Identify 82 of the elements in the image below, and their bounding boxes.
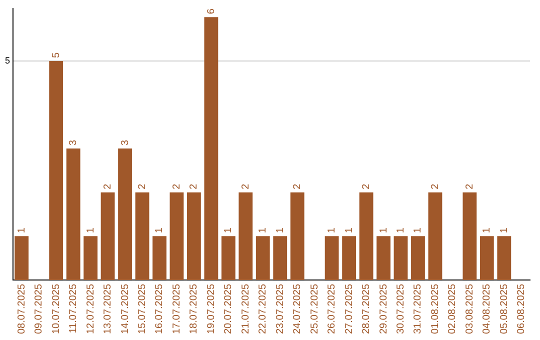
bar <box>273 236 288 280</box>
x-tick-label: 16.07.2025 <box>154 284 166 334</box>
bar <box>394 236 408 280</box>
x-tick-label: 06.08.2025 <box>516 284 528 334</box>
x-tick-label: 29.07.2025 <box>378 284 390 334</box>
data-label: 6 <box>206 8 217 14</box>
bar <box>462 192 477 280</box>
data-label: 3 <box>68 140 80 146</box>
data-label: 1 <box>326 227 338 234</box>
x-tick-label: 31.07.2025 <box>412 284 424 334</box>
x-tick-label: 23.07.2025 <box>274 284 286 334</box>
bar <box>84 236 98 280</box>
bar <box>135 192 150 280</box>
x-tick-label: 14.07.2025 <box>120 284 131 334</box>
x-tick-label: 12.07.2025 <box>85 284 96 334</box>
x-tick-label: 10.07.2025 <box>50 284 62 334</box>
bar <box>238 192 253 280</box>
x-tick-label: 03.08.2025 <box>464 284 476 334</box>
data-label: 1 <box>223 227 234 234</box>
x-tick-label: 01.08.2025 <box>430 284 441 334</box>
x-tick-label: 22.07.2025 <box>258 284 269 334</box>
x-tick-label: 08.07.2025 <box>16 284 28 334</box>
x-tick-label: 20.07.2025 <box>223 284 234 334</box>
x-tick-label: 30.07.2025 <box>396 284 406 334</box>
bar <box>290 192 304 280</box>
bar <box>497 236 512 280</box>
data-label: 1 <box>154 227 166 234</box>
x-tick-label: 26.07.2025 <box>326 284 338 334</box>
bar <box>359 192 374 280</box>
data-label: 3 <box>120 140 131 146</box>
data-label: 1 <box>482 227 493 234</box>
bar <box>118 148 132 280</box>
x-tick-label: 05.08.2025 <box>498 284 510 334</box>
x-tick-label: 17.07.2025 <box>171 284 182 334</box>
data-label: 2 <box>188 183 200 190</box>
x-tick-label: 15.07.2025 <box>137 284 148 334</box>
x-tick-label: 04.08.2025 <box>482 284 493 334</box>
bar <box>152 236 166 280</box>
x-tick-label: 09.07.2025 <box>34 284 45 334</box>
data-label: 1 <box>396 227 406 234</box>
bar <box>376 236 390 280</box>
x-tick-label: 21.07.2025 <box>240 284 252 334</box>
x-tick-label: 11.07.2025 <box>68 284 80 334</box>
bar <box>66 148 80 280</box>
bar <box>204 17 218 280</box>
bar <box>170 192 184 280</box>
bar <box>100 192 115 280</box>
x-tick-label: 25.07.2025 <box>309 284 320 334</box>
x-tick-label: 02.08.2025 <box>447 284 458 334</box>
x-tick-label: 18.07.2025 <box>188 284 200 334</box>
bar <box>256 236 270 280</box>
x-tick-label: 27.07.2025 <box>344 284 355 334</box>
bar <box>411 236 425 280</box>
x-tick-label: 28.07.2025 <box>361 284 372 334</box>
data-label: 2 <box>464 183 476 190</box>
data-label: 1 <box>16 227 28 234</box>
data-label: 1 <box>378 227 390 234</box>
data-label: 1 <box>274 227 286 234</box>
x-tick-label: 13.07.2025 <box>102 284 114 334</box>
bar <box>221 236 236 280</box>
data-label: 2 <box>292 183 304 190</box>
bar <box>480 236 494 280</box>
x-tick-label: 19.07.2025 <box>206 284 217 334</box>
bar <box>49 60 64 280</box>
bar <box>186 192 201 280</box>
bar <box>14 236 29 280</box>
data-label: 2 <box>430 183 441 190</box>
data-label: 1 <box>498 227 510 234</box>
data-label: 2 <box>137 183 148 190</box>
data-label: 1 <box>85 227 96 234</box>
bar <box>324 236 339 280</box>
data-label: 5 <box>50 52 62 58</box>
data-label: 2 <box>240 183 252 190</box>
bar <box>428 192 442 280</box>
bar <box>342 236 356 280</box>
data-label: 1 <box>412 227 424 234</box>
data-label: 1 <box>344 227 355 234</box>
data-label: 2 <box>361 183 372 190</box>
data-label: 1 <box>258 227 269 234</box>
x-tick-label: 24.07.2025 <box>292 284 304 334</box>
data-label: 2 <box>171 183 182 190</box>
data-label: 2 <box>102 183 114 190</box>
